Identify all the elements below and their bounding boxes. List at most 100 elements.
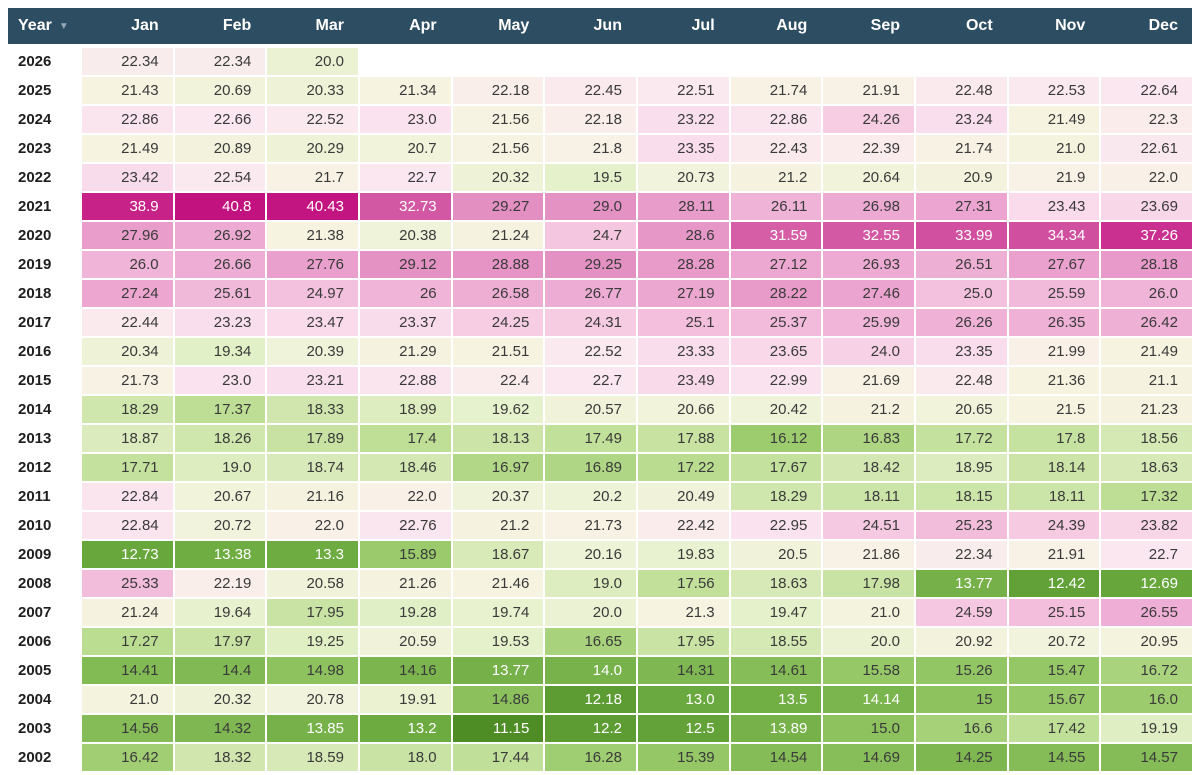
heatmap-cell: 28.18 — [1101, 251, 1192, 278]
row-year-label: 2011 — [8, 483, 80, 510]
heatmap-cell: 21.74 — [915, 135, 1007, 162]
row-year-label: 2007 — [8, 599, 80, 626]
heatmap-cell: 24.0 — [823, 338, 914, 365]
heatmap-cell: 20.67 — [174, 483, 266, 510]
table-row: 2022 23.42 22.54 21.7 22.7 20.32 19.5 20.73 21.2… — [8, 164, 1192, 191]
heatmap-cell: 22.34 — [174, 48, 266, 75]
column-header-mar[interactable]: Mar — [267, 8, 358, 44]
heatmap-cell: 24.31 — [545, 309, 636, 336]
column-header-jan[interactable]: Jan — [82, 8, 173, 44]
heatmap-cell: 20.49 — [637, 483, 729, 510]
table-row: 2023 21.49 20.89 20.29 20.7 21.56 21.8 23.35 22.… — [8, 135, 1192, 162]
heatmap-cell: 14.69 — [823, 744, 914, 771]
heatmap-cell: 23.33 — [637, 338, 729, 365]
heatmap-cell: 23.42 — [82, 164, 173, 191]
heatmap-cell: 13.38 — [174, 541, 266, 568]
heatmap-cell — [1101, 48, 1192, 75]
heatmap-cell: 18.15 — [915, 483, 1007, 510]
heatmap-cell: 20.59 — [359, 628, 451, 655]
heatmap-cell: 13.85 — [267, 715, 358, 742]
column-header-year[interactable]: Year ▼ — [8, 8, 80, 44]
column-header-label: Aug — [776, 17, 808, 34]
heatmap-cell: 24.39 — [1008, 512, 1100, 539]
heatmap-cell: 24.97 — [267, 280, 358, 307]
heatmap-cell: 22.18 — [545, 106, 636, 133]
row-year-label: 2003 — [8, 715, 80, 742]
heatmap-cell: 22.76 — [359, 512, 451, 539]
heatmap-cell: 18.55 — [730, 628, 822, 655]
heatmap-cell: 15.67 — [1008, 686, 1100, 713]
heatmap-cell: 20.72 — [174, 512, 266, 539]
heatmap-cell: 27.12 — [730, 251, 822, 278]
heatmap-cell: 22.7 — [1101, 541, 1192, 568]
heatmap-cell: 21.46 — [452, 570, 544, 597]
heatmap-cell: 21.56 — [452, 135, 544, 162]
heatmap-cell: 19.62 — [452, 396, 544, 423]
heatmap-cell: 29.25 — [545, 251, 636, 278]
heatmap-cell: 21.43 — [82, 77, 173, 104]
heatmap-cell: 15.58 — [823, 657, 914, 684]
column-header-label: Mar — [315, 17, 344, 34]
heatmap-cell: 13.2 — [359, 715, 451, 742]
heatmap-cell: 22.52 — [267, 106, 358, 133]
heatmap-cell: 21.74 — [730, 77, 822, 104]
heatmap-cell: 11.15 — [452, 715, 544, 742]
heatmap-cell: 22.7 — [545, 367, 636, 394]
heatmap-cell: 19.53 — [452, 628, 544, 655]
column-header-sep[interactable]: Sep — [823, 8, 914, 44]
column-header-apr[interactable]: Apr — [360, 8, 451, 44]
row-year-label: 2026 — [8, 48, 80, 75]
row-year-label: 2012 — [8, 454, 80, 481]
column-header-aug[interactable]: Aug — [731, 8, 822, 44]
column-header-may[interactable]: May — [453, 8, 544, 44]
column-header-feb[interactable]: Feb — [175, 8, 266, 44]
heatmap-cell: 21.5 — [1008, 396, 1100, 423]
column-header-jun[interactable]: Jun — [545, 8, 636, 44]
heatmap-cell: 21.24 — [82, 599, 173, 626]
heatmap-cell: 21.29 — [359, 338, 451, 365]
heatmap-cell: 17.98 — [823, 570, 914, 597]
column-header-dec[interactable]: Dec — [1101, 8, 1192, 44]
heatmap-cell: 21.7 — [267, 164, 358, 191]
column-header-nov[interactable]: Nov — [1009, 8, 1100, 44]
heatmap-cell: 28.6 — [637, 222, 729, 249]
heatmap-cell: 21.16 — [267, 483, 358, 510]
heatmap-cell: 23.35 — [915, 338, 1007, 365]
heatmap-cell: 16.65 — [545, 628, 636, 655]
heatmap-cell: 27.46 — [823, 280, 914, 307]
heatmap-cell: 40.8 — [174, 193, 266, 220]
heatmap-cell: 21.3 — [637, 599, 729, 626]
column-header-oct[interactable]: Oct — [916, 8, 1007, 44]
heatmap-cell: 15.0 — [823, 715, 914, 742]
table-row: 2014 18.29 17.37 18.33 18.99 19.62 20.57 20.66 2… — [8, 396, 1192, 423]
heatmap-cell: 17.95 — [267, 599, 358, 626]
heatmap-cell: 18.13 — [452, 425, 544, 452]
column-header-label: Dec — [1148, 17, 1178, 34]
heatmap-cell: 14.4 — [174, 657, 266, 684]
sort-desc-icon: ▼ — [58, 21, 69, 32]
heatmap-cell: 22.86 — [730, 106, 822, 133]
heatmap-cell: 27.24 — [82, 280, 173, 307]
heatmap-cell: 21.49 — [1101, 338, 1192, 365]
heatmap-cell: 26.66 — [174, 251, 266, 278]
heatmap-cell: 19.74 — [452, 599, 544, 626]
heatmap-cell: 14.54 — [730, 744, 822, 771]
heatmap-cell: 38.9 — [82, 193, 173, 220]
heatmap-cell: 14.32 — [174, 715, 266, 742]
heatmap-cell: 15 — [915, 686, 1007, 713]
table-row: 2012 17.71 19.0 18.74 18.46 16.97 16.89 17.22 17… — [8, 454, 1192, 481]
heatmap-cell: 20.73 — [637, 164, 729, 191]
heatmap-cell: 24.59 — [915, 599, 1007, 626]
column-header-label: Jul — [691, 17, 715, 34]
table-row: 2009 12.73 13.38 13.3 15.89 18.67 20.16 19.83 20… — [8, 541, 1192, 568]
heatmap-cell: 15.39 — [637, 744, 729, 771]
heatmap-cell: 19.91 — [359, 686, 451, 713]
heatmap-cell: 23.0 — [174, 367, 266, 394]
table-row: 2015 21.73 23.0 23.21 22.88 22.4 22.7 23.49 22.9… — [8, 367, 1192, 394]
heatmap-cell: 22.18 — [452, 77, 544, 104]
heatmap-cell: 27.96 — [82, 222, 173, 249]
heatmap-cell: 16.83 — [823, 425, 914, 452]
column-header-jul[interactable]: Jul — [638, 8, 729, 44]
heatmap-cell: 22.54 — [174, 164, 266, 191]
heatmap-cell: 16.6 — [915, 715, 1007, 742]
